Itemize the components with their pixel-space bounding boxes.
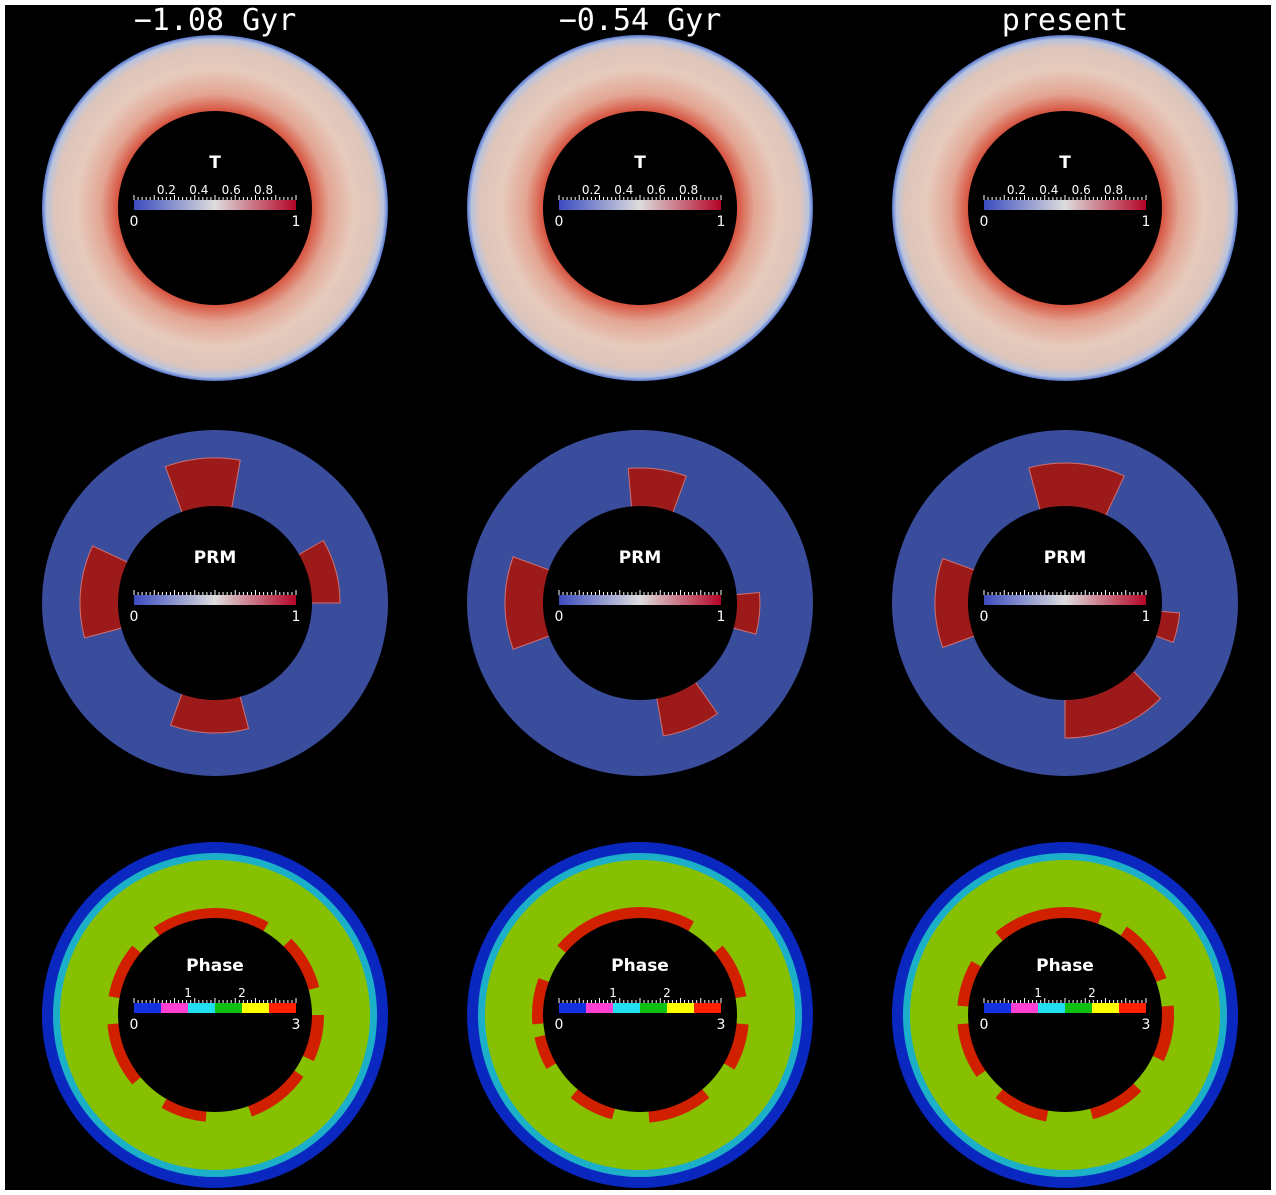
core (968, 918, 1162, 1112)
colorbar-title: PRM (194, 548, 236, 568)
panel: T 0.2 0.4 0.6 0.8 0 1 (892, 35, 1238, 381)
phase-blob (957, 961, 983, 1007)
phase-blob (282, 938, 320, 991)
core (118, 918, 312, 1112)
colorbar-tick-label: 0.2 (582, 183, 601, 197)
colorbar-title: T (1059, 153, 1071, 173)
phase-blob (712, 945, 747, 999)
colorbar-min: 0 (555, 214, 564, 230)
phase-blob (1119, 926, 1167, 983)
colorbar-tick-label: 0.8 (254, 183, 273, 197)
colorbar-tick-label: 2 (663, 986, 671, 1000)
colorbar-max: 1 (717, 214, 726, 230)
colorbar-tick-label: 0.2 (1007, 183, 1026, 197)
colorbar-title: Phase (1036, 956, 1094, 976)
phase-blob (995, 907, 1102, 943)
core (543, 918, 737, 1112)
colorbar-max: 3 (292, 1017, 301, 1033)
colorbar (559, 200, 721, 210)
phase-blob (995, 1087, 1049, 1122)
colorbar-title: Phase (186, 956, 244, 976)
phase-blob (247, 1069, 304, 1117)
colorbar-tick-label: 0.6 (647, 183, 666, 197)
panel: T 0.2 0.4 0.6 0.8 0 1 (42, 35, 388, 381)
phase-blob (557, 907, 694, 954)
colorbar-max: 3 (1142, 1017, 1151, 1033)
colorbar-min: 0 (980, 609, 989, 625)
colorbar-title: PRM (619, 548, 661, 568)
colorbar (559, 595, 721, 605)
colorbar-tick-label: 0.2 (157, 183, 176, 197)
panel: T 0.2 0.4 0.6 0.8 0 1 (467, 35, 813, 381)
colorbar-tick-label: 0.4 (189, 183, 208, 197)
column-title: −0.54 Gyr (559, 3, 722, 38)
colorbar-min: 0 (555, 1017, 564, 1033)
phase-blob (531, 978, 551, 1025)
colorbar-title: Phase (611, 956, 669, 976)
colorbar-min: 0 (130, 1017, 139, 1033)
colorbar-tick-label: 2 (1088, 986, 1096, 1000)
colorbar (984, 200, 1146, 210)
phase-blob (107, 1023, 143, 1085)
colorbar-title: T (209, 153, 221, 173)
colorbar (984, 1003, 1146, 1013)
phase-blob (1089, 1082, 1142, 1120)
colorbar (559, 1003, 721, 1013)
panel: PRM 0 1 (42, 430, 388, 776)
colorbar-min: 0 (980, 1017, 989, 1033)
phase-blob (161, 1097, 207, 1122)
phase-blob (1151, 1005, 1175, 1062)
colorbar (134, 1003, 296, 1013)
colorbar-tick-label: 1 (184, 986, 192, 1000)
phase-blob (648, 1087, 710, 1123)
colorbar-max: 1 (717, 609, 726, 625)
colorbar-tick-label: 0.4 (614, 183, 633, 197)
panel: PRM 0 1 (892, 430, 1238, 776)
panel: Phase 1 2 0 3 (467, 842, 813, 1188)
phase-blob (722, 1023, 749, 1070)
panel: PRM 0 1 (467, 430, 813, 776)
colorbar-min: 0 (130, 214, 139, 230)
phase-blob (153, 907, 269, 938)
colorbar-tick-label: 0.8 (679, 183, 698, 197)
column-title: −1.08 Gyr (134, 3, 297, 38)
phase-blob (957, 1023, 988, 1077)
colorbar (984, 595, 1146, 605)
phase-blob (570, 1087, 616, 1120)
colorbar-tick-label: 2 (238, 986, 246, 1000)
colorbar (134, 595, 296, 605)
phase-blob (108, 945, 143, 999)
column-title: present (1002, 3, 1128, 38)
colorbar-max: 1 (292, 214, 301, 230)
colorbar-title: PRM (1044, 548, 1086, 568)
colorbar-min: 0 (980, 214, 989, 230)
phase-blob (534, 1034, 558, 1069)
colorbar-tick-label: 0.8 (1104, 183, 1123, 197)
colorbar-tick-label: 0.6 (222, 183, 241, 197)
colorbar-tick-label: 0.4 (1039, 183, 1058, 197)
phase-blob (301, 1015, 325, 1062)
colorbar-max: 1 (1142, 214, 1151, 230)
colorbar-max: 1 (1142, 609, 1151, 625)
colorbar-max: 1 (292, 609, 301, 625)
colorbar-title: T (634, 153, 646, 173)
panel: Phase 1 2 0 3 (42, 842, 388, 1188)
colorbar-tick-label: 0.6 (1072, 183, 1091, 197)
colorbar-max: 3 (717, 1017, 726, 1033)
colorbar-tick-label: 1 (609, 986, 617, 1000)
colorbar-min: 0 (555, 609, 564, 625)
colorbar (134, 200, 296, 210)
colorbar-min: 0 (130, 609, 139, 625)
colorbar-tick-label: 1 (1034, 986, 1042, 1000)
panel: Phase 1 2 0 3 (892, 842, 1238, 1188)
